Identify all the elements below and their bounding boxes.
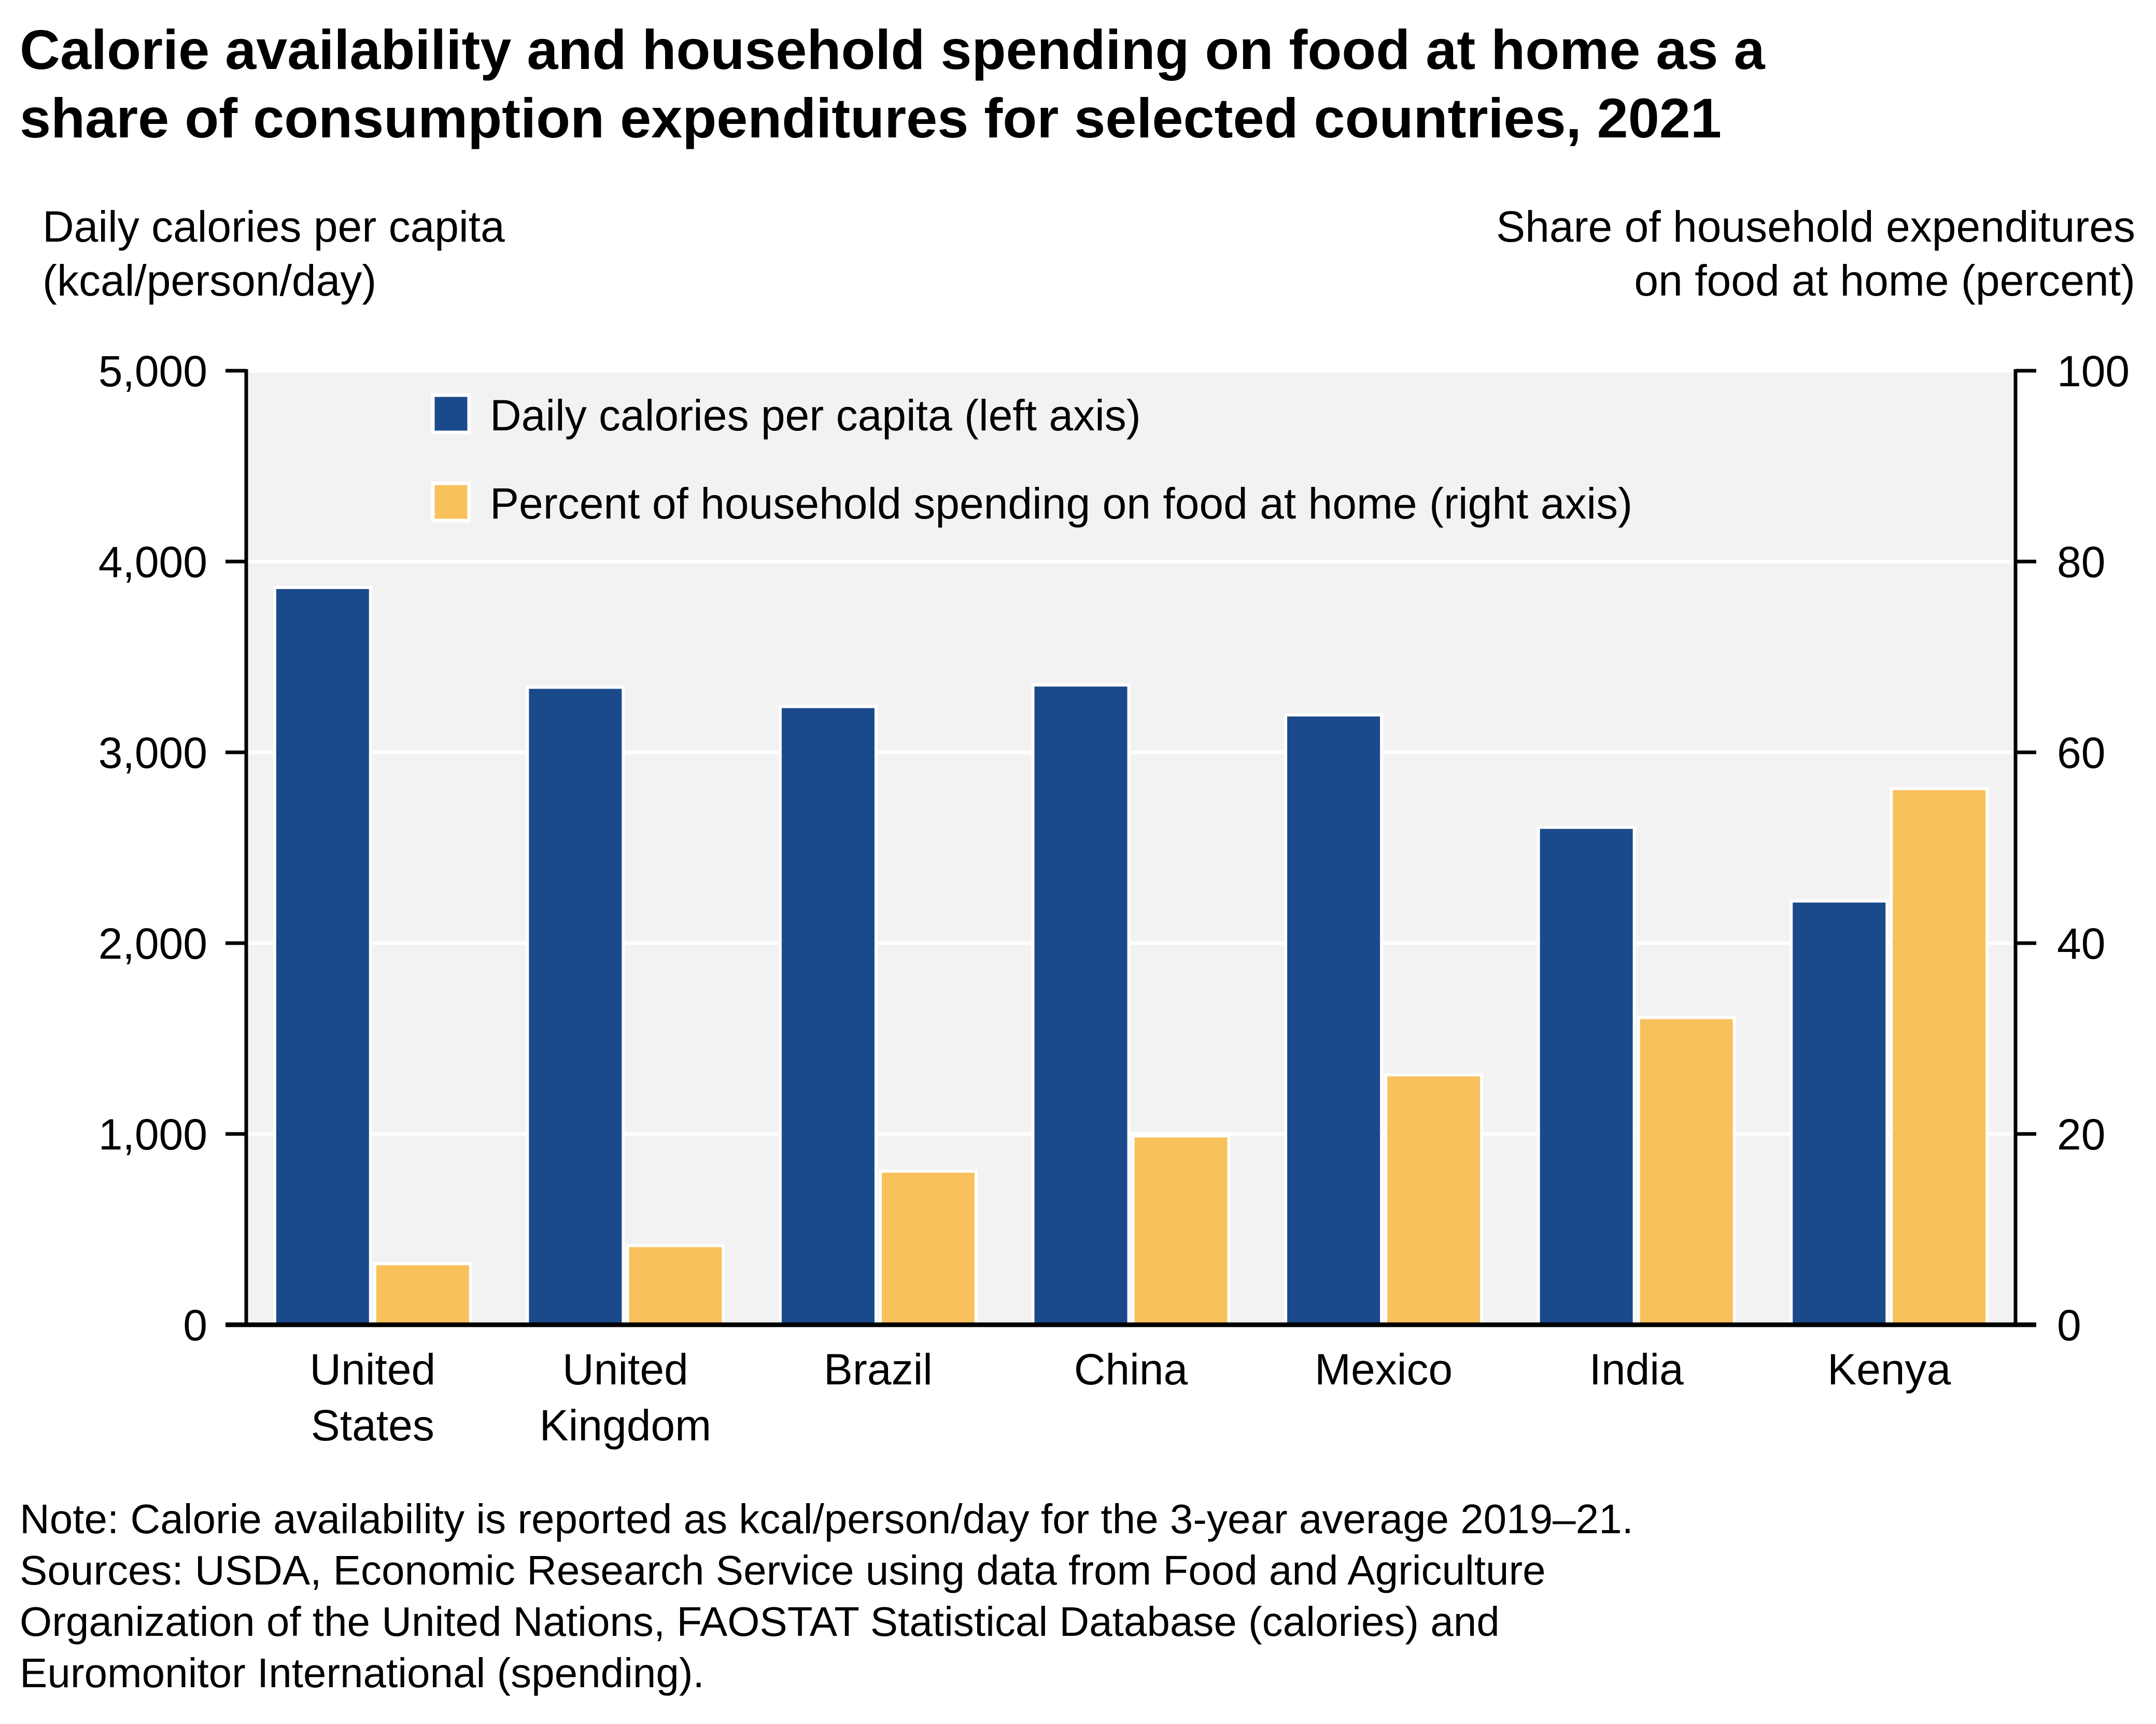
tick-labels: 0 1,000 2,000 3,000 4,000 5,000 0 20 40 60 80 100 (98, 347, 2130, 1350)
y-tick-label-left: 1,000 (98, 1110, 207, 1159)
footnote-sources: Sources: USDA, Economic Research Service… (20, 1547, 1546, 1593)
bar-percent (1131, 1134, 1231, 1326)
y-axis-left-label-line: Daily calories per capita (43, 202, 505, 251)
footnote-sources: Euromonitor International (spending). (20, 1650, 704, 1696)
legend-label-calories: Daily calories per capita (left axis) (490, 391, 1141, 440)
title-line: Calorie availability and household spend… (20, 18, 1765, 81)
bar-calories (526, 685, 625, 1326)
bar-calories (1537, 825, 1636, 1326)
bar-percent (1637, 1016, 1736, 1326)
footnote-sources: Organization of the United Nations, FAOS… (20, 1599, 1500, 1645)
legend-label-percent: Percent of household spending on food at… (490, 479, 1632, 528)
axes (226, 369, 2036, 1327)
x-tick-label: Brazil (824, 1345, 933, 1394)
y-tick-label-left: 3,000 (98, 728, 207, 777)
x-tick-label: India (1589, 1345, 1684, 1394)
y-tick-label-left: 0 (183, 1301, 207, 1350)
x-tick-label: China (1074, 1345, 1188, 1394)
bar-calories (1031, 683, 1131, 1326)
y-axis-left-label-line: (kcal/person/day) (43, 256, 377, 305)
legend-swatch-calories (431, 393, 471, 434)
x-tick-label: Kenya (1827, 1345, 1951, 1394)
x-tick-label: Kingdom (540, 1401, 712, 1450)
y-tick-label-right: 20 (2057, 1110, 2105, 1159)
y-axis-left-label: Daily calories per capita (kcal/person/d… (43, 200, 505, 307)
y-axis-right-label: Share of household expenditures on food … (1496, 200, 2135, 307)
bar-calories (778, 705, 878, 1326)
bar-percent (878, 1169, 978, 1326)
bar-percent (1890, 787, 1989, 1326)
bar-percent (626, 1244, 725, 1327)
legend: Daily calories per capita (left axis) Pe… (431, 391, 1632, 528)
y-tick-label-right: 40 (2057, 919, 2105, 968)
x-tick-label: States (311, 1401, 434, 1450)
legend-swatch-percent (431, 481, 471, 523)
y-tick-label-left: 5,000 (98, 347, 207, 396)
x-axis-labels: United States United Kingdom Brazil China Mexi… (309, 1345, 1951, 1450)
y-axis-right-label-line: on food at home (percent) (1634, 256, 2135, 305)
footnote: Note: Calorie availability is reported a… (20, 1493, 2145, 1699)
x-tick-label: United (309, 1345, 435, 1394)
bar-calories (1789, 899, 1889, 1326)
bar-percent (373, 1262, 472, 1326)
y-tick-label-left: 2,000 (98, 919, 207, 968)
y-axis-right-label-line: Share of household expenditures (1496, 202, 2135, 251)
bar-calories (273, 586, 372, 1326)
bar-calories (1284, 713, 1384, 1326)
footnote-note: Note: Calorie availability is reported a… (20, 1496, 1633, 1542)
x-tick-label: Mexico (1315, 1345, 1453, 1394)
x-tick-label: United (562, 1345, 688, 1394)
y-tick-label-right: 60 (2057, 728, 2105, 777)
y-tick-label-right: 0 (2057, 1301, 2081, 1350)
chart-title: Calorie availability and household spend… (20, 16, 2119, 152)
y-tick-label-right: 100 (2057, 347, 2130, 396)
y-tick-label-left: 4,000 (98, 538, 207, 586)
title-line: share of consumption expenditures for se… (20, 87, 1722, 149)
y-tick-label-right: 80 (2057, 538, 2105, 586)
bar-percent (1384, 1073, 1484, 1326)
